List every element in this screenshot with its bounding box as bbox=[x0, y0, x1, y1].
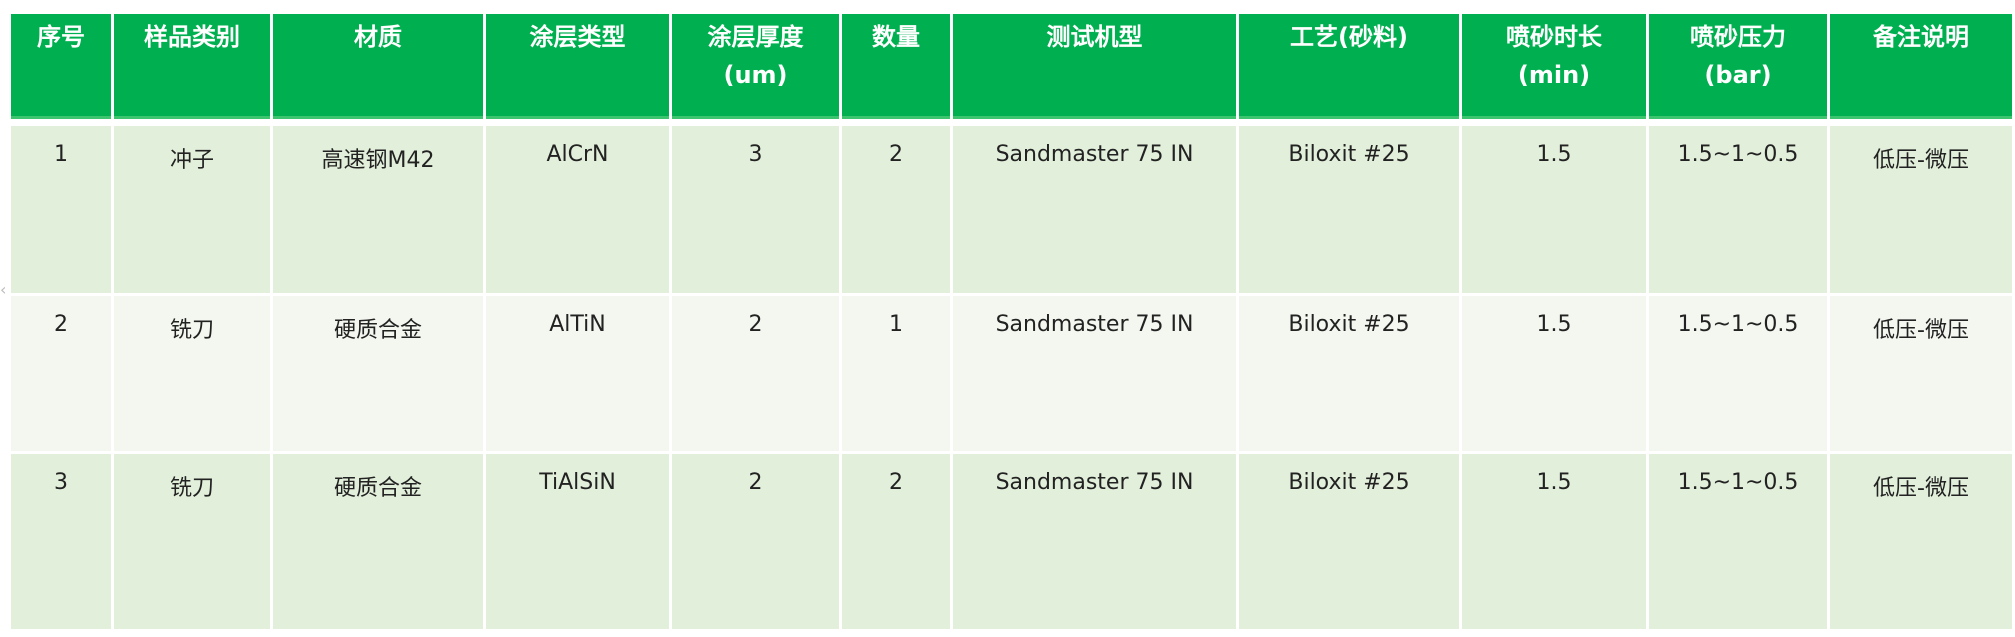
table-cell: Biloxit #25 bbox=[1239, 296, 1462, 454]
table-row: 2 铣刀 硬质合金 AlTiN 2 1 Sandmaster 75 IN Biloxit #2… bbox=[11, 296, 2012, 454]
column-header: 工艺(砂料) bbox=[1239, 14, 1462, 126]
side-chevron-icon: ‹ bbox=[0, 280, 7, 299]
table-cell: Sandmaster 75 IN bbox=[953, 126, 1239, 296]
table-cell: 1 bbox=[842, 296, 953, 454]
table-cell: 1 bbox=[11, 126, 114, 296]
column-header: 喷砂压力 (bar) bbox=[1649, 14, 1830, 126]
table-cell: 硬质合金 bbox=[273, 454, 486, 632]
column-header-title: 材质 bbox=[354, 23, 402, 51]
table-cell: 高速钢M42 bbox=[273, 126, 486, 296]
table-cell: Biloxit #25 bbox=[1239, 454, 1462, 632]
table-cell: Sandmaster 75 IN bbox=[953, 454, 1239, 632]
table-cell: 1.5 bbox=[1462, 126, 1649, 296]
column-header-title: 测试机型 bbox=[1046, 23, 1143, 51]
header-row: 序号 样品类别 材质 涂层类型 涂层厚度 (um) 数量 测试机型 工艺(砂料) 喷砂时长 (min… bbox=[11, 14, 2012, 126]
column-header-title: 工艺(砂料) bbox=[1290, 23, 1408, 51]
sample-table: 序号 样品类别 材质 涂层类型 涂层厚度 (um) 数量 测试机型 工艺(砂料) 喷砂时长 (min… bbox=[11, 14, 2012, 632]
table-cell: 硬质合金 bbox=[273, 296, 486, 454]
table-cell: 1.5~1~0.5 bbox=[1649, 296, 1830, 454]
table-cell: 铣刀 bbox=[114, 296, 273, 454]
table-cell: 2 bbox=[672, 454, 842, 632]
table-cell: AlCrN bbox=[486, 126, 672, 296]
table-cell: 2 bbox=[672, 296, 842, 454]
column-header-title: 涂层类型 bbox=[529, 23, 626, 51]
table-cell: 2 bbox=[842, 454, 953, 632]
column-header-title: 备注说明 bbox=[1873, 23, 1969, 51]
table-cell: 冲子 bbox=[114, 126, 273, 296]
table-cell: 3 bbox=[11, 454, 114, 632]
column-header: 样品类别 bbox=[114, 14, 273, 126]
column-header-title: 数量 bbox=[872, 23, 920, 51]
column-header: 涂层厚度 (um) bbox=[672, 14, 842, 126]
column-header: 喷砂时长 (min) bbox=[1462, 14, 1649, 126]
table-cell: 低压-微压 bbox=[1830, 296, 2012, 454]
column-header-unit: (bar) bbox=[1704, 61, 1772, 89]
column-header-unit: (min) bbox=[1517, 61, 1591, 89]
table-cell: Biloxit #25 bbox=[1239, 126, 1462, 296]
table-cell: 1.5 bbox=[1462, 296, 1649, 454]
table-cell: 1.5~1~0.5 bbox=[1649, 126, 1830, 296]
table-cell: TiAlSiN bbox=[486, 454, 672, 632]
column-header-title: 喷砂时长 bbox=[1506, 23, 1602, 51]
column-header: 测试机型 bbox=[953, 14, 1239, 126]
column-header-title: 样品类别 bbox=[144, 23, 240, 51]
table-cell: 3 bbox=[672, 126, 842, 296]
column-header: 备注说明 bbox=[1830, 14, 2012, 126]
column-header-unit: (um) bbox=[723, 61, 788, 89]
table-cell: 低压-微压 bbox=[1830, 454, 2012, 632]
column-header-title: 序号 bbox=[37, 23, 85, 51]
column-header: 数量 bbox=[842, 14, 953, 126]
table-cell: 低压-微压 bbox=[1830, 126, 2012, 296]
table-cell: 2 bbox=[11, 296, 114, 454]
table-row: 3 铣刀 硬质合金 TiAlSiN 2 2 Sandmaster 75 IN Biloxit … bbox=[11, 454, 2012, 632]
column-header: 序号 bbox=[11, 14, 114, 126]
table-cell: 1.5 bbox=[1462, 454, 1649, 632]
column-header-title: 喷砂压力 bbox=[1690, 23, 1786, 51]
table-cell: 1.5~1~0.5 bbox=[1649, 454, 1830, 632]
column-header: 涂层类型 bbox=[486, 14, 672, 126]
table-row: 1 冲子 高速钢M42 AlCrN 3 2 Sandmaster 75 IN Biloxit … bbox=[11, 126, 2012, 296]
table-cell: AlTiN bbox=[486, 296, 672, 454]
table-cell: Sandmaster 75 IN bbox=[953, 296, 1239, 454]
table-cell: 铣刀 bbox=[114, 454, 273, 632]
table-cell: 2 bbox=[842, 126, 953, 296]
column-header-title: 涂层厚度 bbox=[707, 23, 804, 51]
column-header: 材质 bbox=[273, 14, 486, 126]
